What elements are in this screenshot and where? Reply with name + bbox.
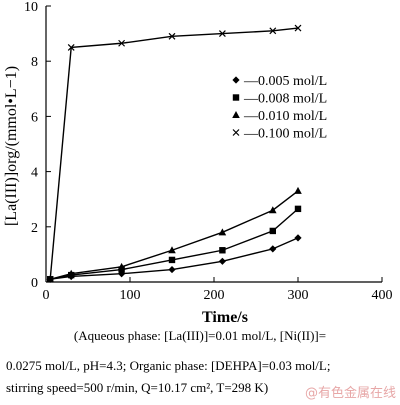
data-point-triangle (269, 206, 277, 214)
legend: —0.005 mol/L —0.008 mol/L —0.010 mol/L —0.1… (232, 74, 327, 142)
y-tick-label: 8 (31, 55, 38, 70)
legend-marker-diamond (232, 76, 240, 84)
data-point-triangle (294, 186, 302, 194)
data-point-x (46, 275, 54, 283)
data-point-x (168, 32, 176, 40)
chart: 0 100 200 300 400 0 2 4 6 8 10 —0.005 mol/L —0.008 … (3, 0, 393, 326)
data-point-diamond (118, 270, 126, 278)
data-point-x (294, 24, 302, 32)
axes: 0 100 200 300 400 0 2 4 6 8 10 (24, 0, 393, 303)
series-layer (46, 24, 302, 283)
data-point-triangle (117, 262, 126, 270)
y-tick-label: 6 (31, 110, 38, 125)
caption-line-3: stirring speed=500 r/min, Q=10.17 cm², T… (6, 380, 269, 395)
data-point-square (168, 256, 176, 264)
x-axis-title: Time/s (202, 309, 248, 326)
data-point-square (269, 227, 276, 235)
data-point-x (218, 30, 226, 38)
legend-marker-square (232, 94, 240, 101)
data-point-triangle (67, 269, 75, 277)
data-point-x (67, 43, 75, 51)
y-axis-title: [La(III)]org/(mmol•L−1) (3, 66, 20, 226)
y-tick-label: 0 (31, 276, 38, 291)
watermark: @有色金属在线 (304, 386, 396, 401)
x-tick-label: 0 (43, 288, 50, 303)
data-point-diamond (294, 234, 302, 242)
legend-marker-triangle (232, 111, 240, 118)
series-line-4 (49, 27, 299, 280)
data-point-x (269, 27, 277, 35)
data-point-square (294, 205, 302, 213)
legend-label: —0.100 mol/L (243, 127, 327, 142)
x-tick-label: 300 (288, 288, 309, 303)
data-point-square (219, 247, 226, 254)
y-tick-label: 10 (24, 0, 38, 15)
data-point-diamond (269, 245, 277, 253)
data-point-diamond (168, 265, 176, 274)
data-point-triangle (218, 228, 227, 236)
caption-line-2: 0.0275 mol/L, pH=4.3; Organic phase: [DE… (6, 358, 331, 373)
x-tick-label: 400 (372, 288, 393, 303)
legend-marker-x (232, 129, 240, 136)
y-tick-label: 4 (31, 166, 38, 181)
data-point-triangle (168, 246, 176, 254)
legend-label: —0.008 mol/L (243, 92, 327, 107)
legend-label: —0.005 mol/L (243, 74, 327, 89)
y-tick-label: 2 (31, 221, 38, 236)
data-point-diamond (218, 257, 226, 265)
legend-label: —0.010 mol/L (243, 109, 327, 124)
x-tick-label: 200 (204, 288, 225, 303)
x-tick-label: 100 (120, 288, 141, 303)
data-point-x (118, 39, 126, 47)
caption-line-1: (Aqueous phase: [La(III)]=0.01 mol/L, [N… (73, 328, 327, 343)
